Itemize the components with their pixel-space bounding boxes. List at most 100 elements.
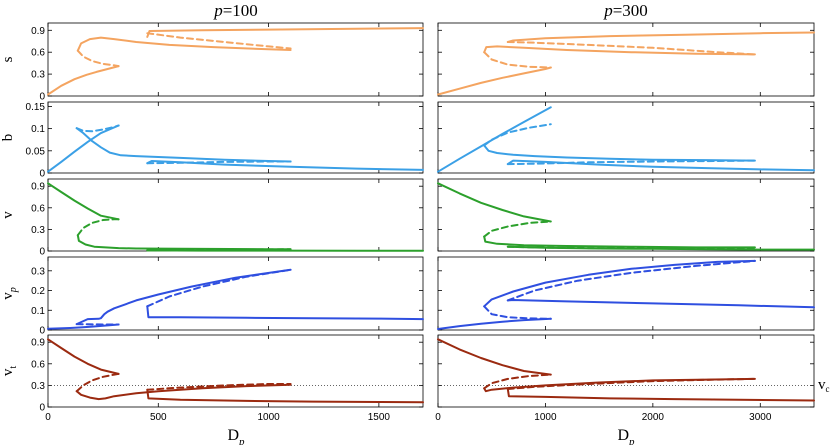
series-line-solid xyxy=(75,127,292,163)
y-axis-label-main: s xyxy=(0,56,16,62)
x-axis-label-left: Dp xyxy=(227,427,245,445)
series-line-dashed xyxy=(506,41,756,56)
panel-frame xyxy=(437,22,815,97)
series-line-dashed xyxy=(506,159,756,166)
x-axis-label-left-sub: p xyxy=(238,436,245,445)
y-axis-label: vp xyxy=(0,287,19,300)
y-tick-label: 0 xyxy=(39,247,45,258)
series-line-solid xyxy=(506,299,815,309)
series-line-dashed xyxy=(506,377,756,390)
panel-frame xyxy=(47,22,424,97)
y-tick-label: 0.3 xyxy=(31,225,45,236)
series-line-dashed xyxy=(146,32,292,50)
series-line-solid xyxy=(76,234,292,251)
y-axis-label-sub: t xyxy=(8,366,19,369)
x-tick-label: 0 xyxy=(45,412,51,423)
column-title-left-rest: =100 xyxy=(223,1,258,20)
panel-frame xyxy=(47,256,424,331)
x-tick-label: 2000 xyxy=(642,412,665,423)
x-tick-label: 1000 xyxy=(534,412,557,423)
y-tick-label: 0.1 xyxy=(31,306,45,317)
x-tick-label: 1000 xyxy=(257,412,280,423)
series-line-solid xyxy=(47,182,120,221)
series-line-solid xyxy=(506,388,815,402)
series-line-solid xyxy=(47,338,120,375)
y-axis-label: v xyxy=(0,211,16,219)
y-tick-label: 0.6 xyxy=(31,203,45,214)
series-line-solid xyxy=(437,182,552,223)
y-tick-label: 0.9 xyxy=(31,338,45,349)
x-tick-label: 1500 xyxy=(368,412,391,423)
column-title-right: p=300 xyxy=(603,1,648,20)
x-tick-label: 3000 xyxy=(749,412,772,423)
y-axis-label-main: b xyxy=(0,134,16,142)
series-line-solid xyxy=(76,36,292,52)
series-line-dashed xyxy=(146,383,292,391)
vc-label-sub: c xyxy=(826,384,830,394)
series-line-dashed xyxy=(76,218,120,237)
series-line-dashed xyxy=(75,372,120,393)
x-axis-label-right-main: D xyxy=(617,427,629,444)
series-line-dashed xyxy=(483,123,552,147)
y-axis-label-sub: p xyxy=(8,287,19,293)
x-axis-label-right-sub: p xyxy=(628,436,635,445)
series-line-solid xyxy=(437,317,552,330)
series-line-solid xyxy=(483,235,756,249)
panel-frame xyxy=(437,256,815,331)
series-line-dashed xyxy=(146,160,292,165)
series-line-dashed xyxy=(483,220,552,238)
y-tick-label: 0.3 xyxy=(31,266,45,277)
series-line-solid xyxy=(506,159,815,172)
x-axis-label-right: Dp xyxy=(617,427,635,445)
series-line-dashed xyxy=(506,259,756,302)
y-tick-label: 0.9 xyxy=(31,26,45,37)
vc-label: vc xyxy=(818,377,830,394)
panel-frame xyxy=(437,101,815,174)
y-axis-label: s xyxy=(0,56,16,62)
y-tick-label: 0.15 xyxy=(26,102,46,113)
series-line-dashed xyxy=(483,51,552,69)
series-line-solid xyxy=(483,45,756,56)
y-tick-label: 0 xyxy=(39,169,45,180)
series-line-dashed xyxy=(483,373,552,390)
column-title-right-var: p xyxy=(603,1,613,20)
series-line-solid xyxy=(437,66,552,96)
y-tick-label: 0.1 xyxy=(31,124,45,135)
series-line-solid xyxy=(437,338,552,376)
series-line-solid xyxy=(47,124,120,173)
series-line-solid xyxy=(506,31,815,43)
column-title-left: p=100 xyxy=(213,1,258,20)
series-line-solid xyxy=(47,65,120,96)
series-line-solid xyxy=(146,388,424,404)
panel-frame xyxy=(47,178,424,252)
x-tick-label: 500 xyxy=(150,412,167,423)
series-line-solid xyxy=(146,160,424,171)
y-axis-label: b xyxy=(0,134,16,142)
y-tick-label: 0.3 xyxy=(31,70,45,81)
y-axis-label-main: v xyxy=(0,292,16,300)
series-line-solid xyxy=(47,323,120,330)
y-tick-label: 0.6 xyxy=(31,48,45,59)
series-line-solid xyxy=(146,27,424,38)
series-line-solid xyxy=(75,383,292,401)
y-tick-label: 0.05 xyxy=(26,146,46,157)
y-tick-label: 0.6 xyxy=(31,359,45,370)
y-tick-label: 0.3 xyxy=(31,381,45,392)
panel-frame xyxy=(47,334,424,408)
series-line-solid xyxy=(146,305,424,321)
series-line-solid xyxy=(483,144,756,162)
series-line-dashed xyxy=(146,268,292,308)
y-tick-label: 0.2 xyxy=(31,286,45,297)
y-axis-label-main: v xyxy=(0,368,16,376)
series-line-dashed xyxy=(483,305,552,320)
panels: 0 0.3 0.6 0.9 s 0 0.05 0.1 0.15 b 0 0.3 0.6 0.9 v 0 0.1 0… xyxy=(0,22,815,423)
panel-frame xyxy=(47,101,424,174)
panel-frame xyxy=(437,178,815,252)
x-tick-label: 0 xyxy=(435,412,441,423)
x-axis-label-left-main: D xyxy=(227,427,239,444)
y-tick-label: 0.9 xyxy=(31,182,45,193)
y-axis-label: vt xyxy=(0,366,19,377)
column-title-right-rest: =300 xyxy=(613,1,648,20)
series-line-solid xyxy=(75,268,292,326)
